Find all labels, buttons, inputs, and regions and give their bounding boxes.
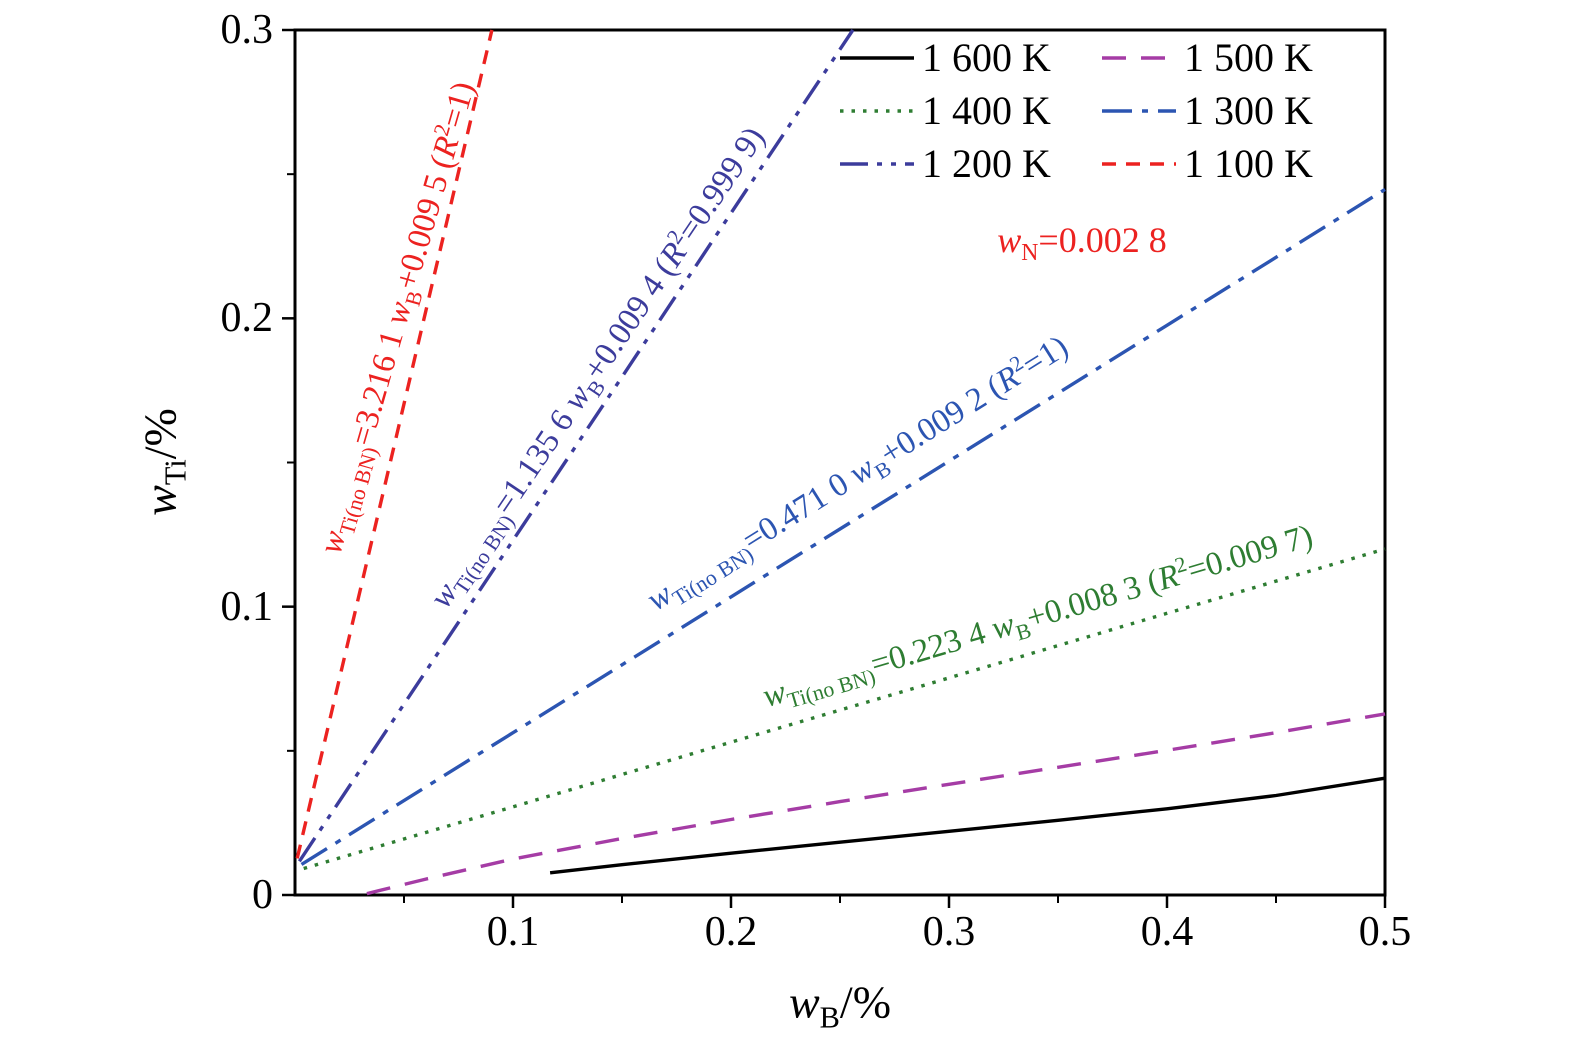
text-segment: w xyxy=(997,220,1022,260)
legend-item-label: 1 100 K xyxy=(1184,141,1313,186)
x-tick-label-0.5: 0.5 xyxy=(1358,909,1412,955)
legend-item-label: 1 400 K xyxy=(922,88,1051,133)
y-tick-label-0.1: 0.1 xyxy=(220,583,274,630)
series-line-1-100-K xyxy=(295,29,494,859)
y-tick-label-0.2: 0.2 xyxy=(220,295,274,342)
legend: 1 600 K 1 500 K 1 400 K 1 300 K 1 200 K 1 100… xyxy=(838,34,1313,187)
x-tick-label-0.2: 0.2 xyxy=(704,909,758,955)
text-segment: /% xyxy=(134,408,186,460)
subscript: N xyxy=(1021,240,1039,267)
y-axis-label: wTi/% xyxy=(134,408,193,516)
x-tick-label-0.4: 0.4 xyxy=(1140,909,1194,955)
y-tick-label-0.3: 0.3 xyxy=(220,7,274,53)
legend-item-1-100-K: 1 100 K xyxy=(1100,140,1313,187)
legend-item-label: 1 500 K xyxy=(1184,35,1313,80)
legend-item-label: 1 300 K xyxy=(1184,88,1313,133)
legend-line-sample xyxy=(840,55,914,60)
text-segment: w xyxy=(134,485,186,516)
series-line-1-200-K xyxy=(297,29,855,863)
subscript: B xyxy=(819,1000,840,1035)
legend-item-1-500-K: 1 500 K xyxy=(1100,34,1313,81)
x-tick-label-0.1: 0.1 xyxy=(486,909,540,955)
series-line-1-600-K xyxy=(549,776,1386,875)
series-line-1-300-K xyxy=(300,187,1386,866)
legend-item-1-200-K: 1 200 K xyxy=(838,140,1100,187)
legend-item-label: 1 600 K xyxy=(922,35,1051,80)
x-tick-label-0.3: 0.3 xyxy=(922,909,976,955)
legend-item-label: 1 200 K xyxy=(922,141,1051,186)
legend-line-sample xyxy=(1102,161,1176,166)
x-axis-label: wB/% xyxy=(788,976,892,1033)
legend-line-sample xyxy=(840,161,914,166)
text-segment: /% xyxy=(839,976,892,1028)
wn-annotation: wN=0.002 8 xyxy=(997,219,1167,265)
series-line-1-500-K xyxy=(366,712,1386,896)
y-tick-label-0: 0 xyxy=(252,872,273,918)
legend-item-1-400-K: 1 400 K xyxy=(838,87,1100,134)
text-segment: w xyxy=(788,976,820,1028)
legend-line-sample xyxy=(840,108,914,113)
legend-line-sample xyxy=(1102,108,1176,113)
text-segment: =0.002 8 xyxy=(1038,220,1167,260)
subscript: Ti xyxy=(158,459,193,486)
legend-item-1-300-K: 1 300 K xyxy=(1100,87,1313,134)
legend-item-1-600-K: 1 600 K xyxy=(838,34,1100,81)
legend-line-sample xyxy=(1102,55,1176,60)
